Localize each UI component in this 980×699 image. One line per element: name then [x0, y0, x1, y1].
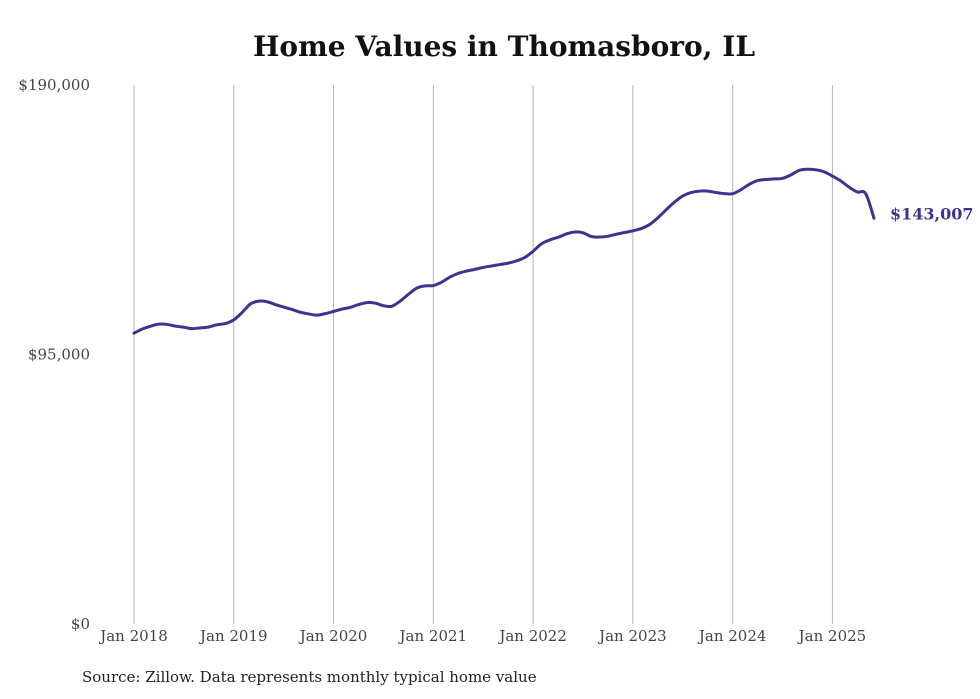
y-axis-ticks: $0 $95,000 $190,000 [18, 76, 90, 633]
chart-title: Home Values in Thomasboro, IL [252, 30, 756, 63]
series-line [132, 167, 876, 335]
grid-lines [133, 85, 833, 624]
x-tick-label: Jan 2019 [198, 627, 268, 645]
source-note: Source: Zillow. Data represents monthly … [82, 668, 537, 686]
y-tick-label: $95,000 [28, 346, 90, 364]
y-tick-label: $0 [71, 615, 90, 633]
x-tick-label: Jan 2022 [497, 627, 567, 645]
x-tick-label: Jan 2023 [597, 627, 667, 645]
x-tick-label: Jan 2018 [98, 627, 168, 645]
y-tick-label: $190,000 [18, 76, 90, 94]
x-tick-label: Jan 2020 [298, 627, 368, 645]
series-layer [132, 167, 876, 335]
x-tick-label: Jan 2025 [797, 627, 867, 645]
x-tick-label: Jan 2024 [697, 627, 767, 645]
x-axis-ticks: Jan 2018 Jan 2019 Jan 2020 Jan 2021 Jan 2022… [98, 627, 866, 645]
end-value-label: $143,007 [890, 204, 974, 223]
x-tick-label: Jan 2021 [398, 627, 468, 645]
end-label-layer: $143,007 [890, 204, 974, 223]
